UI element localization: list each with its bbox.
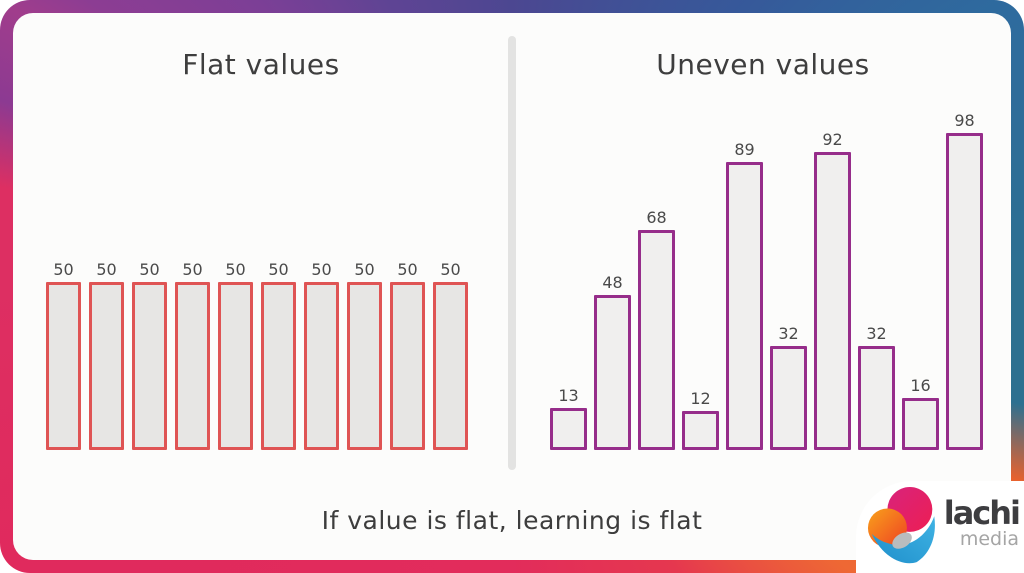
bar-item: 50 <box>261 260 296 450</box>
bar <box>433 282 468 450</box>
bar <box>175 282 210 450</box>
bar-item: 50 <box>390 260 425 450</box>
bar <box>814 152 851 450</box>
bar-value-label: 50 <box>225 260 246 279</box>
bar-item: 32 <box>770 324 807 450</box>
bar <box>347 282 382 450</box>
bar-value-label: 16 <box>910 376 931 395</box>
bar <box>390 282 425 450</box>
bar-item: 98 <box>946 111 983 450</box>
bar-value-label: 50 <box>53 260 74 279</box>
bar <box>89 282 124 450</box>
lachi-heart-icon <box>867 487 935 564</box>
bar-value-label: 32 <box>778 324 799 343</box>
panel-divider <box>508 36 516 470</box>
bar-item: 50 <box>89 260 124 450</box>
logo-name: lachi <box>943 494 1021 532</box>
bar <box>46 282 81 450</box>
bar-item: 12 <box>682 389 719 450</box>
bar-item: 50 <box>347 260 382 450</box>
left-chart-title: Flat values <box>182 48 340 81</box>
bar-item: 50 <box>304 260 339 450</box>
slide-caption: If value is flat, learning is flat <box>321 506 703 535</box>
bar <box>594 295 631 450</box>
bar-value-label: 50 <box>354 260 375 279</box>
logo-subtitle: media <box>959 528 1019 550</box>
bar-value-label: 89 <box>734 140 755 159</box>
bar <box>770 346 807 450</box>
bar <box>218 282 253 450</box>
bar-item: 89 <box>726 140 763 450</box>
bar-item: 50 <box>218 260 253 450</box>
bar-item: 68 <box>638 208 675 450</box>
bar <box>304 282 339 450</box>
bar-value-label: 50 <box>440 260 461 279</box>
bar-item: 50 <box>175 260 210 450</box>
bar-value-label: 50 <box>397 260 418 279</box>
bar-value-label: 50 <box>139 260 160 279</box>
bar <box>638 230 675 450</box>
bar <box>682 411 719 450</box>
bar <box>902 398 939 450</box>
bar <box>946 133 983 450</box>
right-chart-title: Uneven values <box>656 48 870 81</box>
bar-value-label: 50 <box>268 260 289 279</box>
bar-value-label: 32 <box>866 324 887 343</box>
bar-value-label: 13 <box>558 386 579 405</box>
bar <box>261 282 296 450</box>
bar <box>550 408 587 450</box>
logo-area: lachi media <box>856 481 1024 573</box>
bar-item: 50 <box>46 260 81 450</box>
bar-value-label: 50 <box>182 260 203 279</box>
uneven-values-bar-chart: 13 48 68 12 89 32 92 32 16 98 <box>550 111 983 450</box>
bar-value-label: 50 <box>96 260 117 279</box>
bar-item: 16 <box>902 376 939 450</box>
bar <box>132 282 167 450</box>
bar-item: 13 <box>550 386 587 450</box>
bar <box>726 162 763 450</box>
bar-value-label: 48 <box>602 273 623 292</box>
bar-value-label: 50 <box>311 260 332 279</box>
bar-item: 32 <box>858 324 895 450</box>
bar-value-label: 12 <box>690 389 711 408</box>
bar-value-label: 68 <box>646 208 667 227</box>
flat-values-bar-chart: 50 50 50 50 50 50 50 50 50 50 <box>46 260 468 450</box>
bar-item: 50 <box>433 260 468 450</box>
bar-value-label: 92 <box>822 130 843 149</box>
bar-item: 48 <box>594 273 631 450</box>
bar-item: 92 <box>814 130 851 450</box>
bar-value-label: 98 <box>954 111 975 130</box>
bar <box>858 346 895 450</box>
bar-item: 50 <box>132 260 167 450</box>
